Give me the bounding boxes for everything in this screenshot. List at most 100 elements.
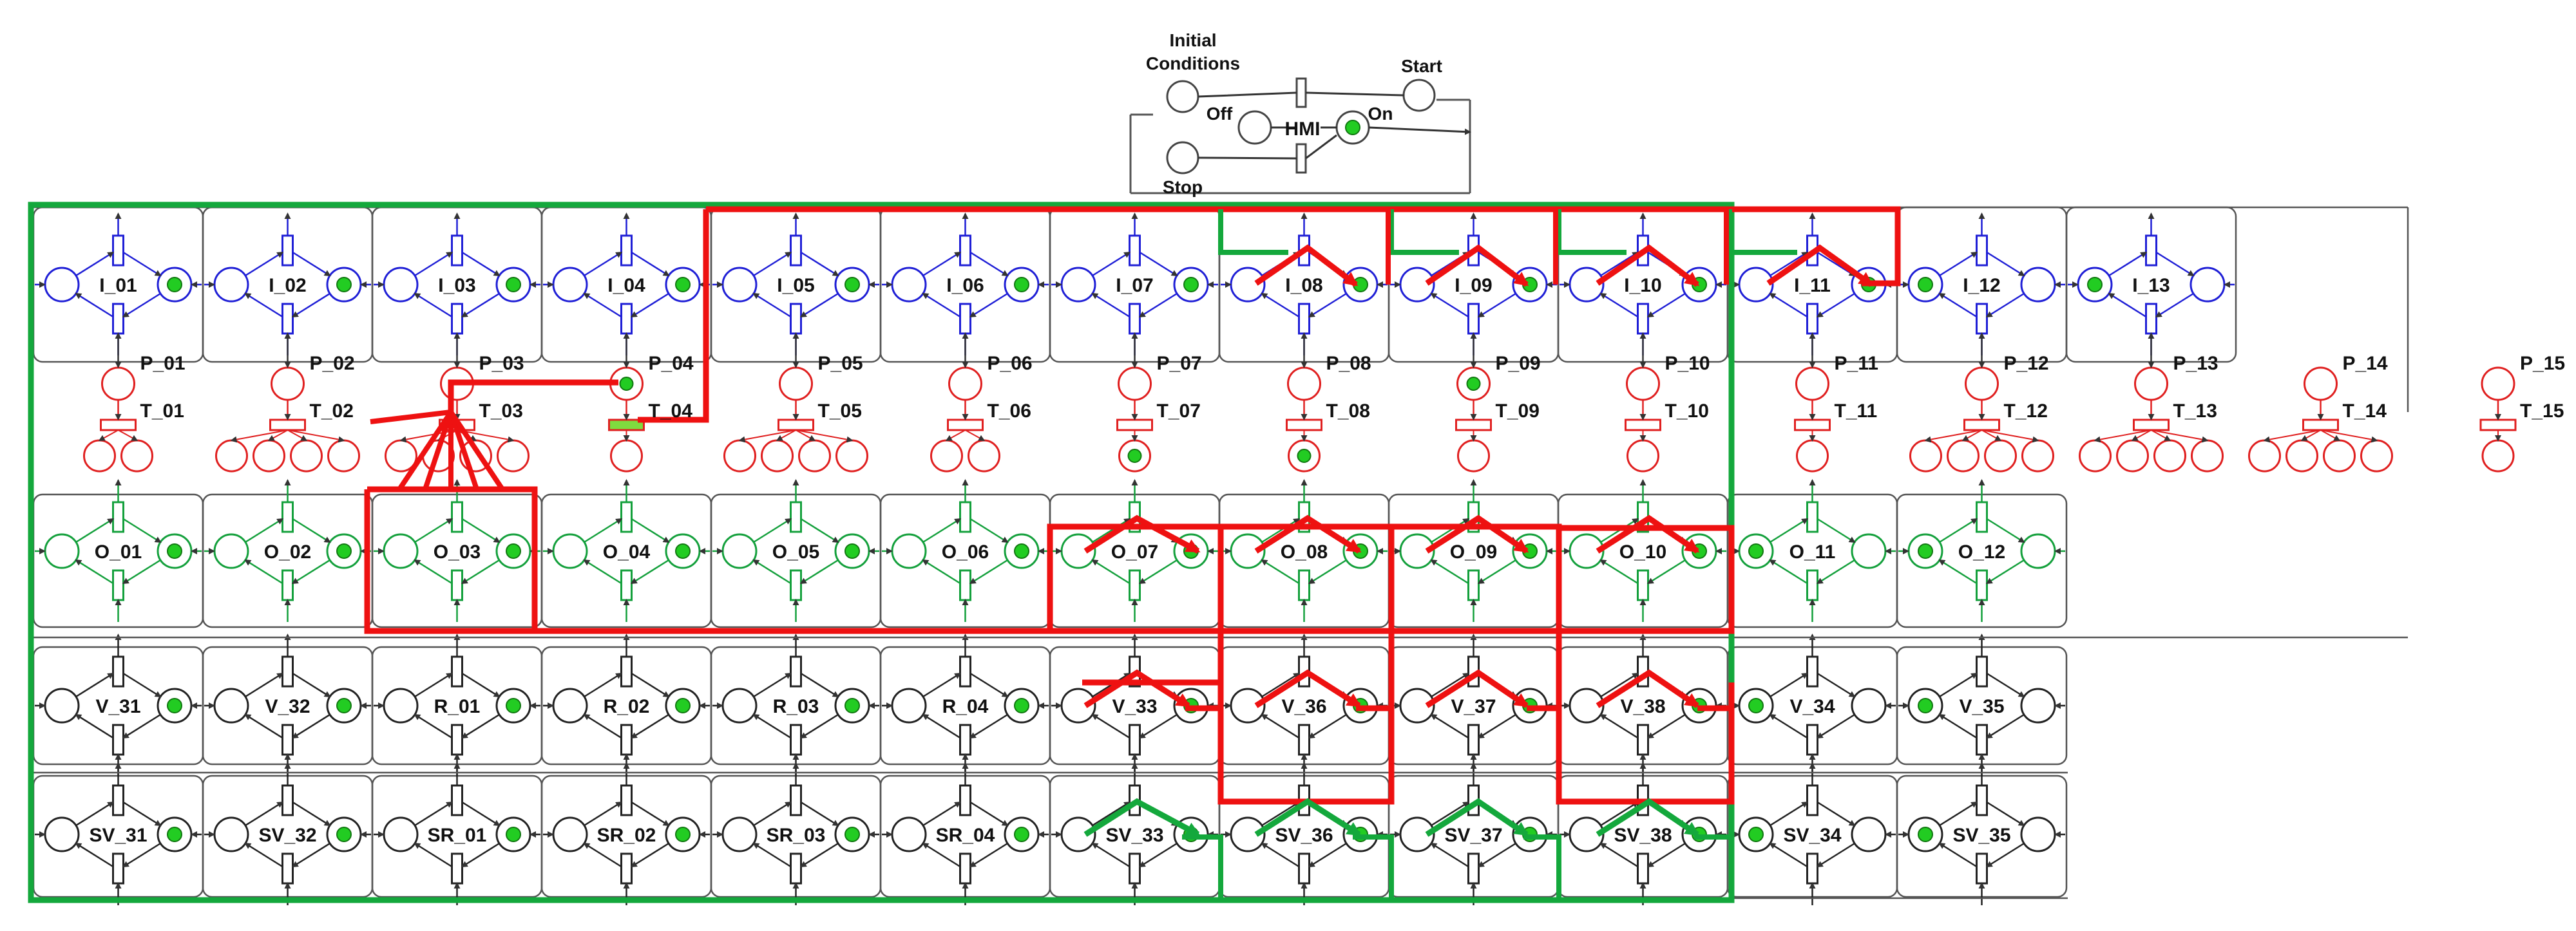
place-right <box>1851 688 1887 724</box>
hmi-initial-label-2: Conditions <box>1146 53 1240 73</box>
transition-upper <box>1806 501 1818 533</box>
module-r-02 <box>543 634 710 776</box>
module-sv-31 <box>35 762 202 905</box>
module-label: O_06 <box>942 541 989 563</box>
process-p-15 <box>2479 366 2517 473</box>
place-label: P_10 <box>1665 353 1710 374</box>
transition-upper <box>1806 784 1818 816</box>
module-label: I_01 <box>99 275 137 296</box>
transition-lower <box>281 303 294 335</box>
module-i-07 <box>1051 212 1218 355</box>
place-right <box>1851 816 1887 852</box>
module-sr-04 <box>882 762 1049 905</box>
module-r-04 <box>882 634 1049 776</box>
transition-label: T_07 <box>1157 400 1201 422</box>
transition-upper <box>620 655 633 688</box>
process-subplace <box>1796 439 1829 473</box>
highlighted-paths <box>28 202 1901 903</box>
place-left <box>44 816 80 852</box>
transition-upper <box>112 501 124 533</box>
hmi-subnet: Initial Conditions Start Off On HMI Stop <box>1129 30 1470 197</box>
process-transition <box>1625 418 1661 431</box>
process-subplace <box>835 439 868 473</box>
transition-lower <box>620 724 633 756</box>
module-label: O_03 <box>434 541 481 563</box>
token <box>506 827 521 842</box>
process-subplace <box>610 439 643 473</box>
module-sv-35 <box>1898 762 2065 905</box>
token <box>1748 543 1764 559</box>
module-label: O_09 <box>1450 541 1497 563</box>
module-label: R_03 <box>773 696 819 717</box>
module-label: SR_04 <box>936 825 995 846</box>
transition-upper <box>620 234 633 267</box>
transition-upper <box>1976 501 1988 533</box>
module-label: O_05 <box>772 541 819 563</box>
place-left <box>213 267 249 303</box>
process-transition <box>2133 418 2170 431</box>
module-label: O_08 <box>1281 541 1328 563</box>
process-subplace <box>1457 439 1490 473</box>
transition-lower <box>281 852 294 885</box>
place-right <box>2020 533 2056 569</box>
transition-lower <box>620 303 633 335</box>
transition-lower <box>959 852 971 885</box>
place-left <box>383 533 419 569</box>
module-label: O_01 <box>95 541 142 563</box>
token <box>1918 698 1933 713</box>
transition-lower <box>1298 724 1310 756</box>
module-v-35 <box>1898 634 2065 776</box>
module-label: SR_02 <box>597 825 656 846</box>
transition-lower <box>1637 724 1649 756</box>
token <box>1014 698 1029 713</box>
transition-label: T_03 <box>479 400 523 422</box>
token <box>1014 543 1029 559</box>
transition-lower <box>620 852 633 885</box>
hmi-center-label: HMI <box>1285 118 1321 140</box>
process-subplace <box>2248 439 2281 473</box>
module-i-13 <box>2068 212 2235 355</box>
transition-lower <box>790 852 802 885</box>
transition-upper <box>620 784 633 816</box>
process-place <box>1626 366 1660 401</box>
transition-upper <box>959 655 971 688</box>
process-place <box>1118 366 1152 401</box>
module-label: SV_37 <box>1444 825 1502 846</box>
place-left <box>1569 267 1605 303</box>
token <box>844 827 860 842</box>
transition-lower <box>1976 724 1988 756</box>
token <box>844 277 860 292</box>
process-p-13 <box>2079 335 2224 473</box>
transition-lower <box>1129 303 1141 335</box>
module-label: I_13 <box>2132 275 2170 296</box>
process-subplace <box>215 439 248 473</box>
place-label: P_12 <box>2004 353 2049 374</box>
transition-lower <box>2145 303 2157 335</box>
transition-lower <box>451 724 463 756</box>
module-sr-02 <box>543 762 710 905</box>
transition-lower <box>112 303 124 335</box>
process-subplace <box>798 439 831 473</box>
place-label: P_14 <box>2343 353 2388 374</box>
process-p-05 <box>723 335 868 473</box>
hmi-start-label: Start <box>1401 56 1442 76</box>
module-label: SV_35 <box>1952 825 2010 846</box>
module-i-04 <box>543 212 710 355</box>
module-label: O_07 <box>1111 541 1158 563</box>
transition-label: T_06 <box>987 400 1031 422</box>
module-label: I_12 <box>1963 275 2000 296</box>
token <box>336 698 352 713</box>
place-left <box>44 533 80 569</box>
transition-lower <box>281 724 294 756</box>
transition-lower <box>1129 724 1141 756</box>
place-left <box>213 533 249 569</box>
module-label: SV_33 <box>1105 825 1163 846</box>
module-label: O_10 <box>1619 541 1666 563</box>
transition-label: T_10 <box>1665 400 1709 422</box>
place-left <box>44 267 80 303</box>
transition-lower <box>1976 852 1988 885</box>
module-o-06 <box>882 479 1049 622</box>
process-transition <box>2479 418 2517 431</box>
transition-lower <box>112 852 124 885</box>
module-label: SV_31 <box>89 825 147 846</box>
